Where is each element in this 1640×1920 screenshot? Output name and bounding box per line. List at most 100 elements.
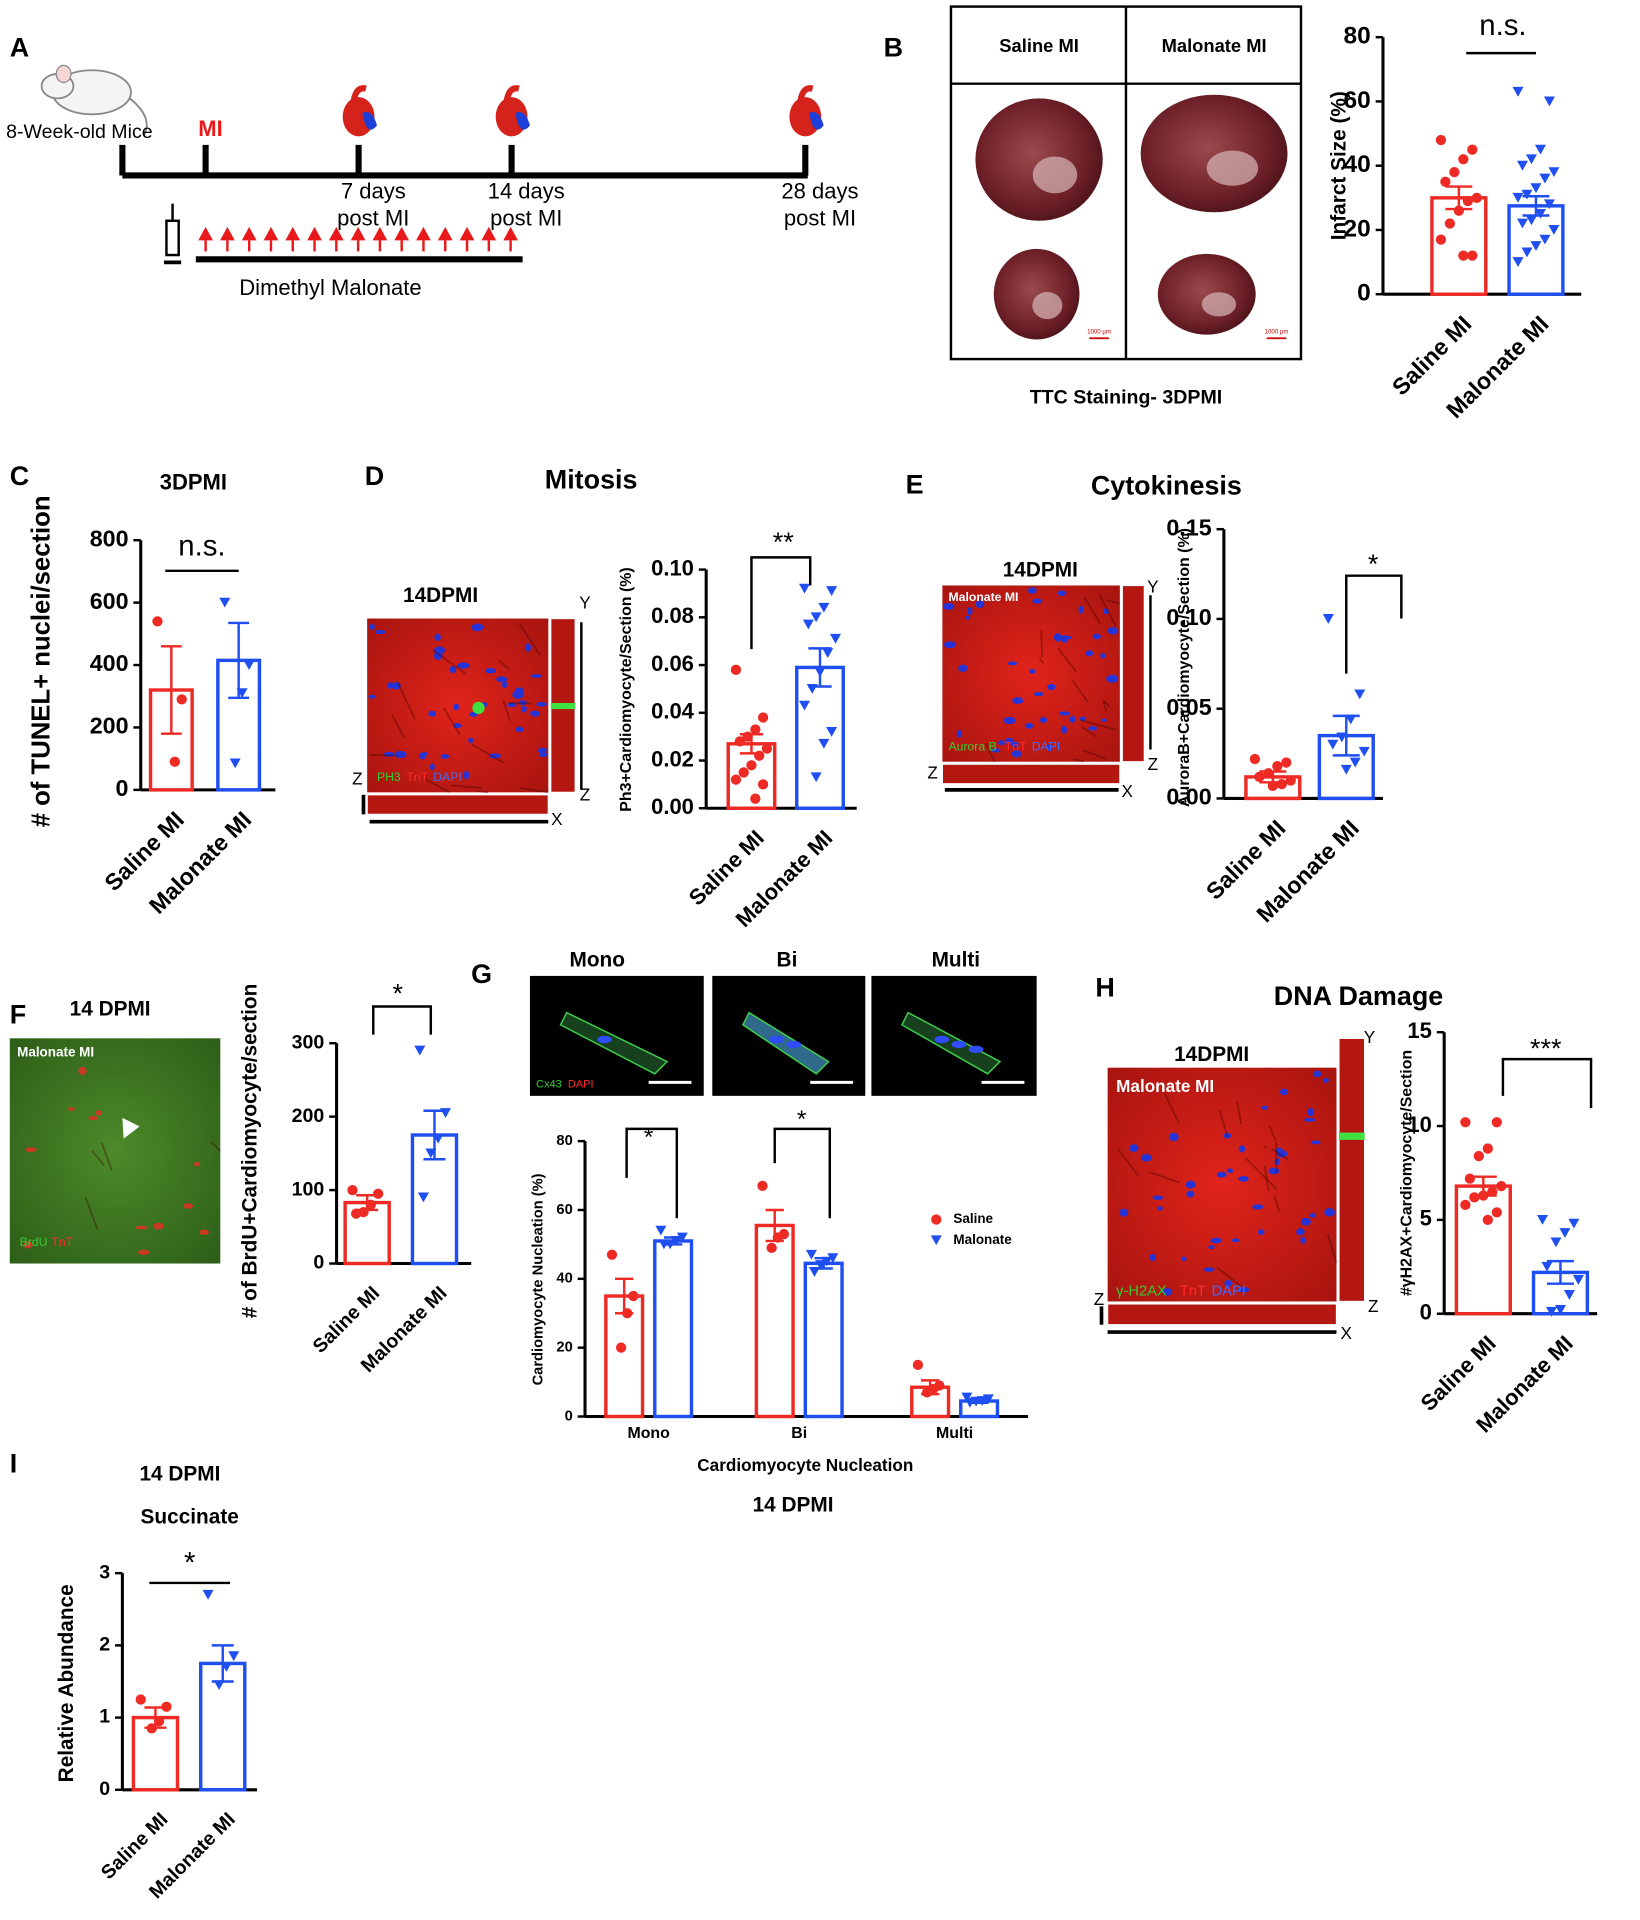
- error-bar: [739, 733, 764, 755]
- injection-arrow: [198, 226, 213, 241]
- stain-label: Aurora B: [949, 739, 997, 753]
- nucleus: [1237, 1287, 1250, 1293]
- nucleus: [934, 1035, 950, 1044]
- data-point: [1281, 757, 1292, 768]
- y-tick-label: 0: [565, 1408, 573, 1424]
- ttc-column: Malonate MI: [1162, 35, 1267, 56]
- y-tick-label: 3: [99, 1561, 110, 1583]
- data-point: [1285, 775, 1296, 786]
- significance-label: n.s.: [178, 529, 225, 562]
- nucleus: [1140, 1153, 1152, 1162]
- cell-border: [498, 659, 510, 670]
- nucleus: [1310, 1140, 1321, 1145]
- y-tick-label: 10: [1407, 1112, 1432, 1137]
- nucleus: [1129, 1144, 1139, 1152]
- cell-border: [100, 1142, 113, 1171]
- image-title: 14DPMI: [403, 584, 478, 607]
- mouse-tail: [129, 97, 148, 136]
- nucleus: [1102, 608, 1109, 615]
- significance-label: *: [797, 1106, 807, 1133]
- nucleus: [369, 623, 375, 630]
- data-point: [1440, 176, 1451, 187]
- data-point: [1539, 234, 1551, 245]
- data-point: [757, 1180, 768, 1192]
- x-tick-label: Multi: [936, 1425, 973, 1442]
- error-bar: [814, 1256, 833, 1270]
- data-point: [1517, 218, 1529, 229]
- error-bar: [228, 621, 250, 700]
- data-point: [757, 779, 769, 790]
- significance-bracket: [1345, 574, 1403, 674]
- timeline-label: 7 days: [341, 178, 406, 203]
- y-axis-label: # of BrdU+Cardiomyocyte/section: [238, 984, 261, 1319]
- data-point: [1471, 192, 1482, 203]
- data-point: [243, 660, 255, 670]
- data-point: [1548, 167, 1560, 178]
- nucleus: [968, 1045, 984, 1054]
- nucleus: [951, 1040, 967, 1049]
- error-bar: [808, 647, 832, 688]
- data-point: [829, 633, 842, 644]
- cell-border: [1083, 597, 1102, 625]
- image-title: 14DPMI: [1003, 558, 1078, 581]
- nucleus: [1223, 1132, 1232, 1139]
- data-point: [1349, 757, 1361, 768]
- nucleus: [434, 646, 446, 655]
- data-point: [1464, 1173, 1476, 1184]
- significance-bracket: [372, 1005, 433, 1035]
- data-point: [1473, 1150, 1484, 1162]
- panel-letter: G: [471, 959, 492, 989]
- stain-label: DAPI: [568, 1079, 594, 1091]
- error-bar: [615, 1277, 634, 1315]
- timeline-label: post MI: [784, 205, 856, 230]
- panel-letter: D: [365, 461, 384, 491]
- nucleus: [1088, 726, 1098, 731]
- stain-label: TnT: [1180, 1284, 1206, 1300]
- significance-label: n.s.: [1479, 9, 1526, 42]
- significance-label: **: [773, 527, 794, 557]
- gh2ax-side: [1338, 1132, 1365, 1140]
- data-point: [417, 1192, 429, 1203]
- nucleus: [1300, 1236, 1307, 1244]
- nucleus: [1168, 1132, 1179, 1142]
- data-point: [1491, 1207, 1502, 1218]
- y-axis-label: AuroraB+Cardiomyocyte/Section (%): [1176, 528, 1193, 807]
- error-bar: [920, 1379, 940, 1396]
- image-title: Bi: [777, 949, 798, 972]
- y-tick-label: 0: [313, 1252, 324, 1274]
- axis-letter: Z: [352, 769, 362, 789]
- syringe-barrel: [165, 219, 180, 257]
- data-point: [1525, 154, 1537, 165]
- legend-label: Saline: [953, 1211, 993, 1226]
- axis-letter: Z: [1094, 1289, 1104, 1309]
- nucleus: [1079, 716, 1086, 722]
- panel-letter: F: [10, 999, 26, 1029]
- data-point: [1458, 250, 1469, 261]
- nucleus: [956, 729, 963, 738]
- panel-letter: A: [10, 33, 29, 63]
- injection-arrow: [263, 226, 279, 241]
- nucleus: [1224, 1279, 1233, 1287]
- error-bar: [144, 1706, 167, 1729]
- nucleus: [1252, 1204, 1264, 1210]
- significance-bracket: [750, 556, 812, 650]
- timeline-label: post MI: [337, 205, 409, 230]
- nucleus: [457, 662, 470, 669]
- y-tick-label: 200: [90, 713, 129, 739]
- cell-border: [451, 784, 483, 789]
- nucleus: [1058, 711, 1071, 716]
- nucleus: [1238, 1176, 1249, 1182]
- nucleus: [1092, 633, 1101, 640]
- cell-border: [1218, 1109, 1229, 1138]
- axis-letter: X: [1121, 781, 1133, 801]
- y-tick-label: 5: [1420, 1206, 1432, 1231]
- cell-border: [423, 777, 450, 794]
- cell-border: [518, 622, 541, 656]
- data-point: [1550, 1237, 1562, 1248]
- cell-border: [1072, 758, 1084, 763]
- nucleus: [199, 1229, 210, 1235]
- data-point: [750, 724, 761, 735]
- nucleus: [1032, 598, 1043, 604]
- nucleus: [453, 703, 460, 711]
- cell-border: [396, 682, 416, 720]
